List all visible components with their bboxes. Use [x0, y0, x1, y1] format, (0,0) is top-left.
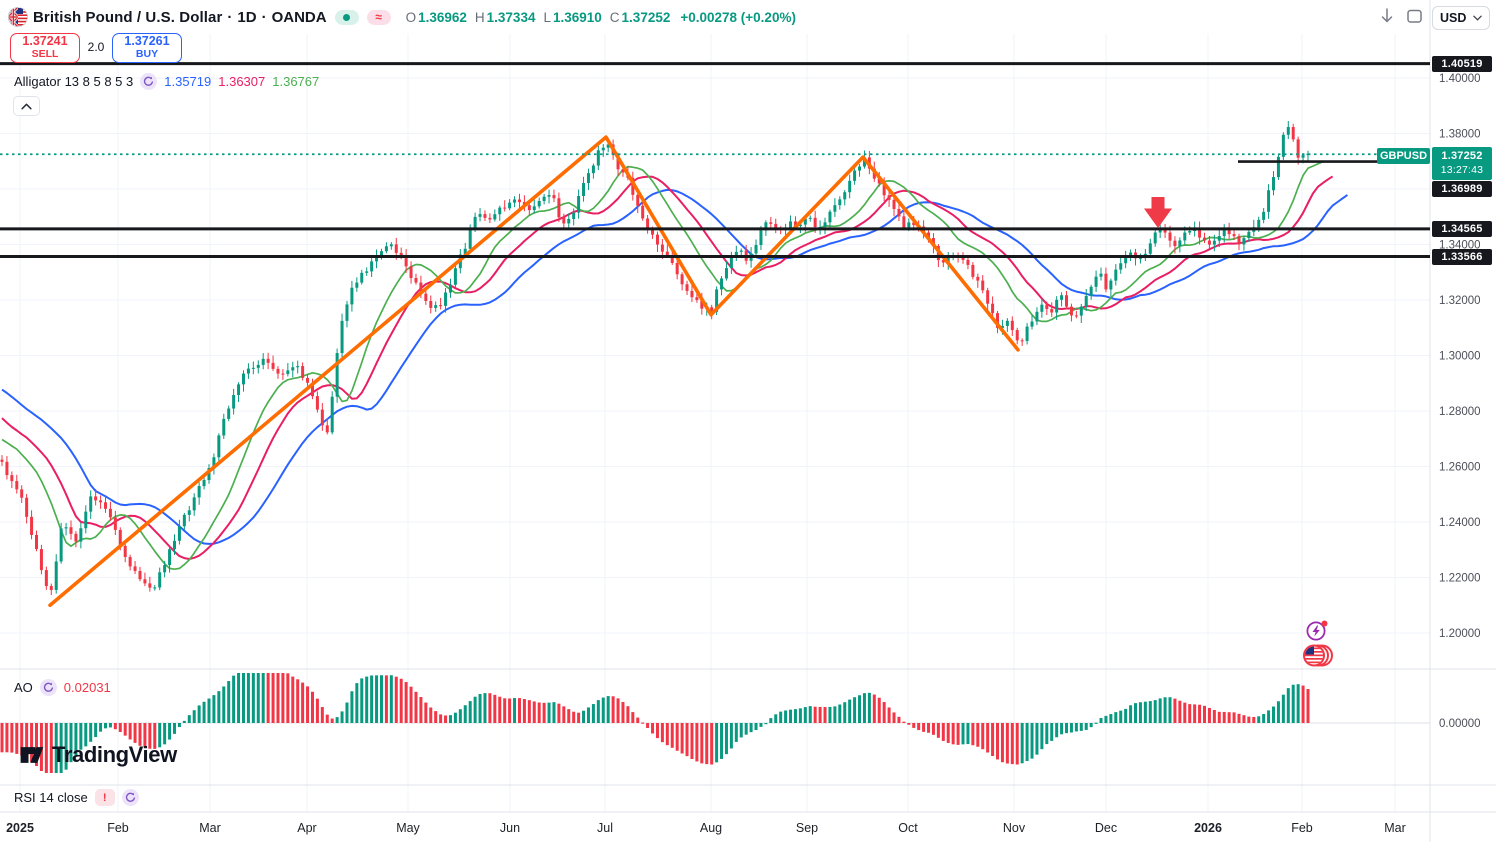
price-tick-label: 1.26000: [1439, 462, 1481, 474]
time-tick-label: May: [396, 821, 420, 835]
collapse-pane-button[interactable]: [13, 96, 40, 116]
alligator-title[interactable]: Alligator 13 8 5 8 5 3: [14, 74, 134, 89]
candles-layer: [0, 120, 1310, 596]
price-tick-label: 1.24000: [1439, 517, 1481, 529]
high-label: H: [474, 9, 485, 25]
low-value: 1.36910: [552, 9, 602, 25]
open-value: 1.36962: [418, 9, 467, 25]
level-chip-support2: 1.33566: [1432, 249, 1492, 265]
time-tick-label: Mar: [199, 821, 221, 835]
rsi-legend: RSI 14 close !: [14, 789, 139, 806]
price-axis: 1.40000 1.38000 1.34000 1.32000 1.30000 1.280…: [1439, 73, 1481, 730]
time-tick-label: Dec: [1095, 821, 1117, 835]
gbp-usd-flag-icon: [8, 7, 28, 27]
level-chip-prev: 1.36989: [1432, 181, 1492, 197]
high-value: 1.37334: [486, 9, 536, 25]
ao-title[interactable]: AO: [14, 680, 33, 695]
time-tick-label: Jun: [500, 821, 520, 835]
alligator-lips-value: 1.36767: [272, 74, 320, 89]
market-open-dot-icon[interactable]: [334, 9, 359, 25]
sell-price: 1.37241: [22, 34, 68, 49]
tradingview-logo-icon: [20, 747, 44, 763]
price-tick-label: 1.32000: [1439, 295, 1481, 307]
sell-button[interactable]: 1.37241 SELL: [10, 33, 80, 63]
buy-button[interactable]: 1.37261 BUY: [112, 33, 182, 63]
tradingview-logo-text: TradingView: [52, 742, 177, 767]
change-value: +0.00278 (+0.20%): [680, 9, 796, 25]
price-tick-label: 1.40000: [1439, 73, 1481, 85]
ao-zero-label: 0.00000: [1439, 718, 1481, 730]
time-tick-label: Aug: [700, 821, 722, 835]
price-tick-label: 1.28000: [1439, 406, 1481, 418]
low-label: L: [543, 9, 551, 25]
flash-event-icon[interactable]: [1305, 619, 1329, 643]
alligator-legend: Alligator 13 8 5 8 5 3 1.35719 1.36307 1…: [14, 73, 319, 90]
ao-legend: AO 0.02031: [14, 679, 111, 696]
alligator-jaw-value: 1.35719: [164, 74, 212, 89]
ao-value: 0.02031: [63, 680, 111, 695]
spread-value: 2.0: [87, 40, 105, 54]
chevron-down-icon: [1473, 15, 1482, 21]
ohlc-readout: O 1.36962 H 1.37334 L 1.36910 C 1.37252 +0.0…: [406, 10, 796, 25]
price-tick-label: 1.34000: [1439, 240, 1481, 252]
time-tick-label: Oct: [898, 821, 918, 835]
current-time-value: 13:27:43: [1440, 163, 1484, 176]
sell-label: SELL: [31, 48, 59, 61]
price-tick-label: 1.20000: [1439, 628, 1481, 640]
grid-layer: [0, 34, 1430, 812]
open-label: O: [405, 9, 417, 25]
exchange-label[interactable]: OANDA: [271, 8, 327, 26]
currency-dropdown[interactable]: USD: [1432, 6, 1490, 30]
alligator-line: [1, 161, 1324, 571]
time-tick-label: Apr: [297, 821, 316, 835]
time-tick-label: Feb: [1291, 821, 1313, 835]
alligator-line: [1, 188, 1348, 545]
time-tick-label: Mar: [1384, 821, 1406, 835]
sync-icon[interactable]: [39, 679, 57, 696]
time-tick-label: Sep: [796, 821, 818, 835]
warning-icon[interactable]: !: [94, 789, 115, 806]
signal-arrow-down-marker[interactable]: [1142, 195, 1174, 231]
close-value: 1.37252: [621, 9, 671, 25]
alligator-line: [1, 175, 1334, 560]
time-tick-label: Feb: [107, 821, 129, 835]
ao-histogram-layer: [0, 673, 1310, 773]
time-axis: 2025 Feb Mar Apr May Jun Jul Aug Sep Oct Nov Dec 202…: [6, 821, 1406, 835]
sync-icon[interactable]: [140, 73, 158, 90]
symbol-price-flag: GBPUSD: [1377, 148, 1430, 164]
level-chip-support1: 1.34565: [1432, 221, 1492, 237]
level-chip-upper: 1.40519: [1432, 56, 1492, 72]
time-tick-label: Jul: [597, 821, 613, 835]
scroll-down-icon[interactable]: [1379, 7, 1395, 25]
title-separator2: ·: [261, 8, 267, 26]
economic-event-flag-icon[interactable]: [1301, 643, 1337, 669]
price-tick-label: 1.22000: [1439, 573, 1481, 585]
price-tick-label: 1.30000: [1439, 351, 1481, 363]
close-label: C: [609, 9, 620, 25]
symbol-header: British Pound / U.S. Dollar · 1D · OANDA…: [8, 5, 796, 29]
title-separator: ·: [227, 8, 233, 26]
rsi-title[interactable]: RSI 14 close: [14, 790, 88, 805]
tradingview-logo[interactable]: TradingView: [18, 741, 177, 769]
current-price-chip: 1.37252 13:27:43: [1432, 147, 1492, 180]
alligator-teeth-value: 1.36307: [218, 74, 266, 89]
time-tick-label: Nov: [1003, 821, 1026, 835]
sync-icon[interactable]: [121, 789, 139, 806]
currency-dropdown-value: USD: [1440, 11, 1467, 25]
time-tick-label: 2026: [1194, 821, 1222, 835]
timeframe-label[interactable]: 1D: [237, 8, 257, 26]
screenshot-icon[interactable]: [1406, 7, 1423, 25]
price-tick-label: 1.38000: [1439, 129, 1481, 141]
approx-icon[interactable]: ≈: [366, 9, 391, 25]
buy-price: 1.37261: [124, 34, 170, 49]
buy-label: BUY: [135, 48, 159, 61]
chevron-up-icon: [21, 103, 32, 109]
time-tick-label: 2025: [6, 821, 34, 835]
current-price-value: 1.37252: [1441, 150, 1483, 163]
symbol-title[interactable]: British Pound / U.S. Dollar: [33, 8, 223, 26]
zigzag-trendline: [48, 135, 1020, 608]
